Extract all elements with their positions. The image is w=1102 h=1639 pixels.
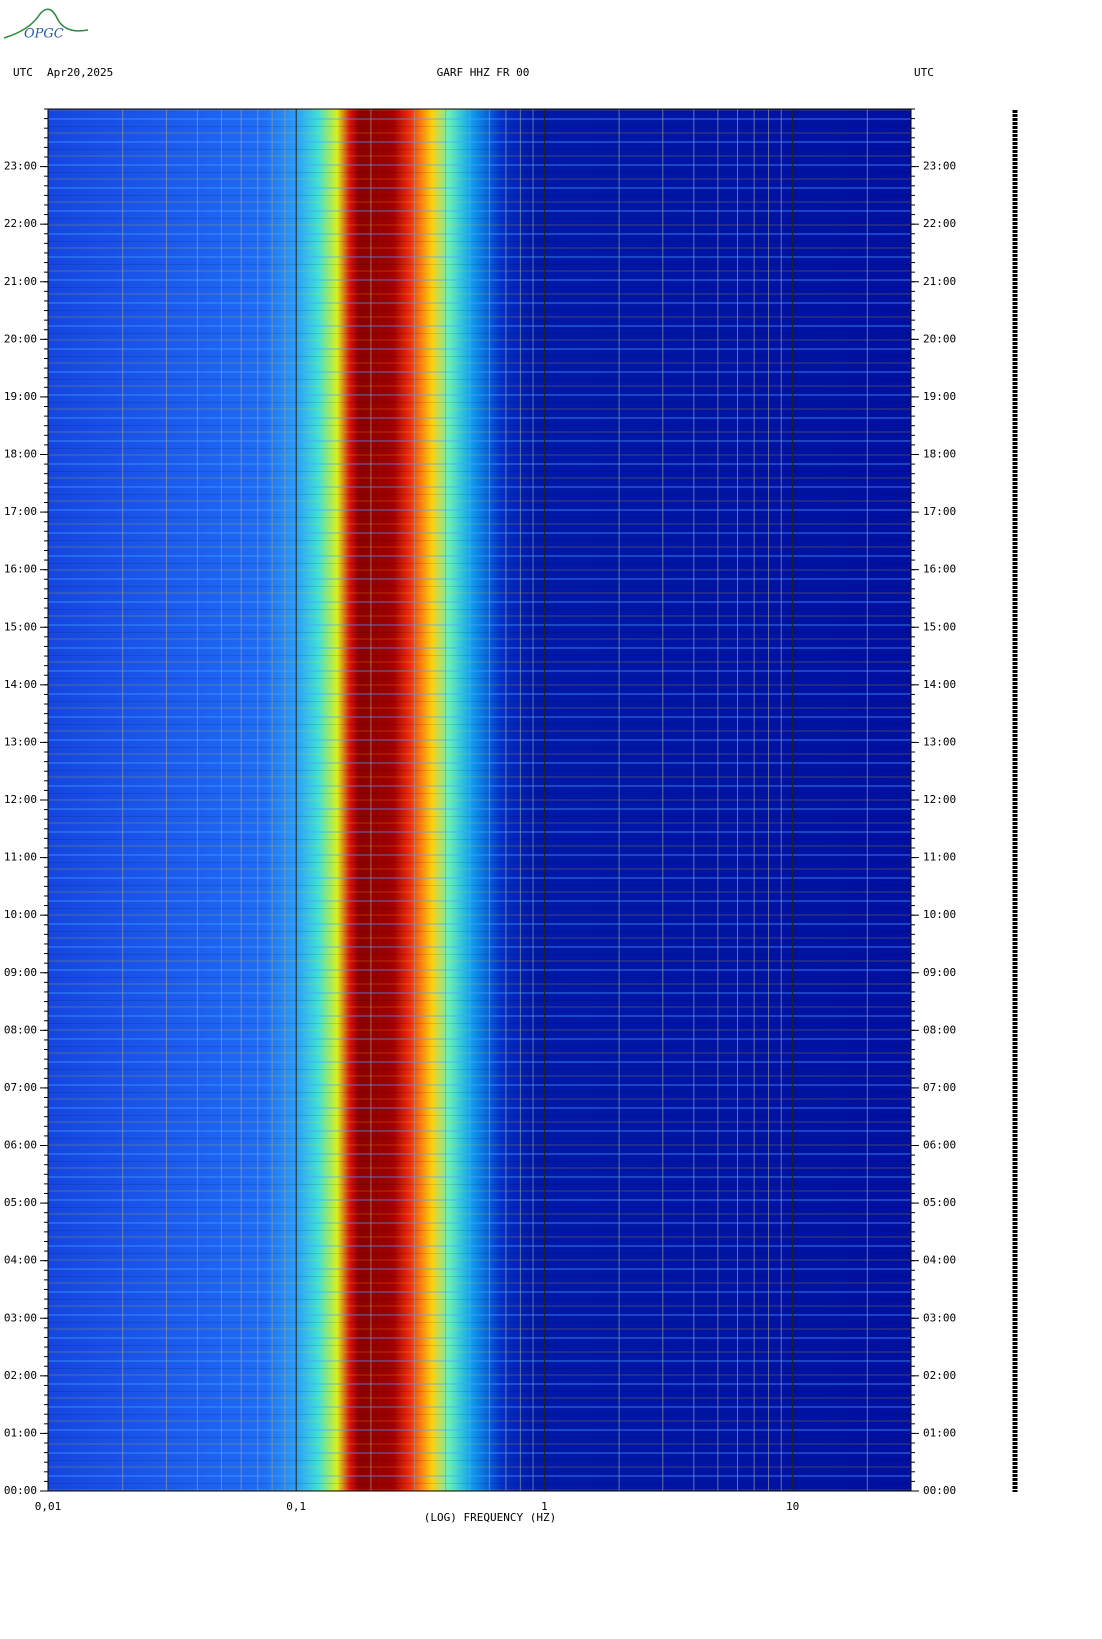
y-tick-label: 20:00	[4, 332, 37, 345]
y-tick-label: 06:00	[923, 1139, 956, 1152]
logo: OPGC	[3, 8, 89, 42]
y-tick-label: 14:00	[4, 678, 37, 691]
chart-title: GARF HHZ FR 00	[437, 66, 530, 79]
plot-frame	[47, 108, 912, 1492]
x-tick-label: 10	[786, 1500, 799, 1513]
x-tick-label: 0,01	[35, 1500, 62, 1513]
y-tick-label: 08:00	[4, 1023, 37, 1036]
y-tick-label: 00:00	[4, 1484, 37, 1497]
y-tick-label: 22:00	[4, 217, 37, 230]
y-tick-label: 10:00	[923, 908, 956, 921]
y-tick-label: 11:00	[4, 851, 37, 864]
logo-text: OPGC	[24, 27, 64, 42]
date: Apr20,2025	[47, 66, 113, 79]
y-tick-label: 20:00	[923, 332, 956, 345]
y-tick-label: 21:00	[4, 275, 37, 288]
y-tick-label: 02:00	[4, 1369, 37, 1382]
y-tick-label: 23:00	[4, 160, 37, 173]
y-tick-label: 18:00	[923, 448, 956, 461]
y-tick-label: 01:00	[923, 1426, 956, 1439]
y-tick-label: 04:00	[923, 1254, 956, 1267]
y-tick-label: 14:00	[923, 678, 956, 691]
y-tick-label: 05:00	[923, 1196, 956, 1209]
y-tick-label: 17:00	[923, 505, 956, 518]
y-tick-label: 15:00	[923, 620, 956, 633]
y-tick-label: 19:00	[4, 390, 37, 403]
y-tick-label: 18:00	[4, 448, 37, 461]
y-tick-label: 07:00	[923, 1081, 956, 1094]
time-zone: UTC	[914, 66, 934, 79]
y-tick-label: 05:00	[4, 1196, 37, 1209]
y-tick-label: 09:00	[923, 966, 956, 979]
x-tick-label: 1	[541, 1500, 548, 1513]
y-tick-label: 12:00	[923, 793, 956, 806]
y-tick-label: 16:00	[4, 563, 37, 576]
y-tick-label: 03:00	[4, 1311, 37, 1324]
y-tick-label: 06:00	[4, 1139, 37, 1152]
y-tick-label: 12:00	[4, 793, 37, 806]
y-tick-label: 21:00	[923, 275, 956, 288]
y-tick-label: 15:00	[4, 620, 37, 633]
y-tick-label: 08:00	[923, 1023, 956, 1036]
y-tick-label: 00:00	[923, 1484, 956, 1497]
y-tick-label: 01:00	[4, 1426, 37, 1439]
y-tick-label: 19:00	[923, 390, 956, 403]
x-tick-label: 0,1	[286, 1500, 306, 1513]
y-tick-label: 03:00	[923, 1311, 956, 1324]
y-tick-label: 17:00	[4, 505, 37, 518]
y-tick-label: 10:00	[4, 908, 37, 921]
y-tick-label: 23:00	[923, 160, 956, 173]
time-zone: UTC	[13, 66, 33, 79]
y-tick-label: 13:00	[4, 735, 37, 748]
y-tick-label: 07:00	[4, 1081, 37, 1094]
y-tick-label: 02:00	[923, 1369, 956, 1382]
y-tick-label: 13:00	[923, 735, 956, 748]
x-axis-label: (LOG) FREQUENCY (HZ)	[424, 1511, 556, 1524]
y-tick-label: 22:00	[923, 217, 956, 230]
spectrogram-texture	[48, 109, 911, 1491]
y-tick-label: 04:00	[4, 1254, 37, 1267]
y-tick-label: 11:00	[923, 851, 956, 864]
y-tick-label: 09:00	[4, 966, 37, 979]
y-tick-label: 16:00	[923, 563, 956, 576]
